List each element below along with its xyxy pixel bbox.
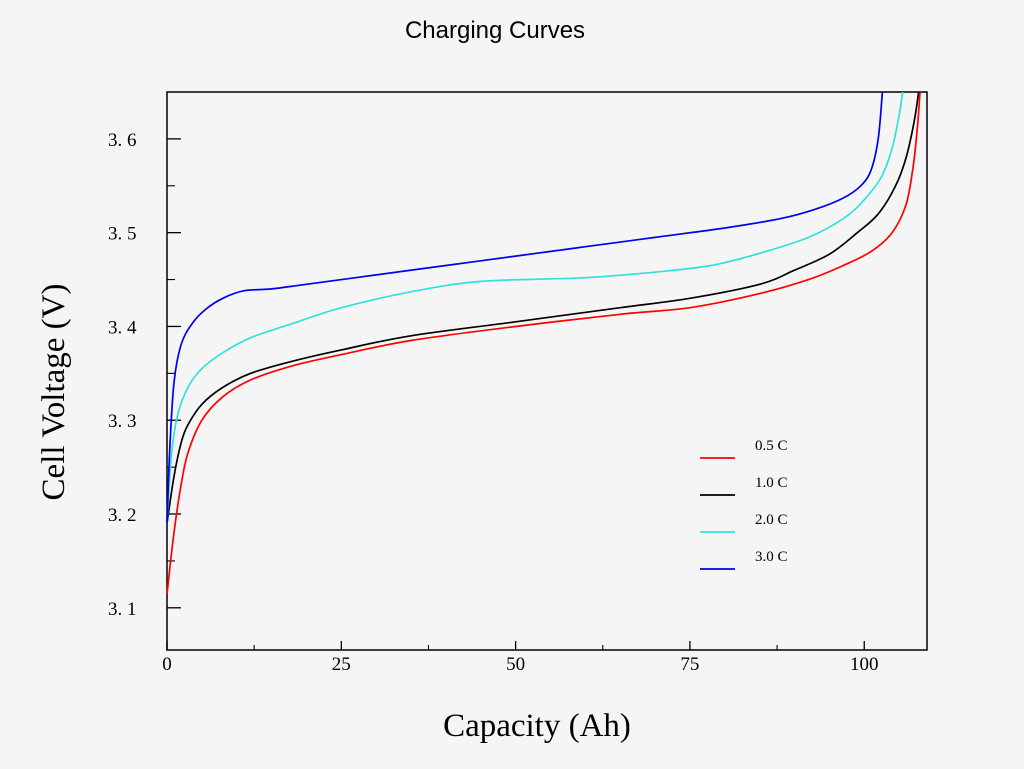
legend-label: 2.0 C xyxy=(755,512,788,528)
y-tick-label: 3. 4 xyxy=(108,317,137,338)
plot-frame xyxy=(166,91,928,651)
series-line-1-0-c xyxy=(166,91,920,524)
series-line-0-5-c xyxy=(166,91,921,594)
y-tick-label: 3. 3 xyxy=(108,411,137,432)
y-axis-label: Cell Voltage (V) xyxy=(36,284,72,501)
x-tick-label: 100 xyxy=(850,654,879,675)
y-tick-label: 3. 2 xyxy=(108,505,137,526)
series-line-2-0-c xyxy=(166,91,904,524)
y-tick-label: 3. 5 xyxy=(108,224,137,245)
legend: 0.5 C 1.0 C 2.0 C 3.0 C xyxy=(700,438,788,570)
x-axis-label: Capacity (Ah) xyxy=(443,708,631,744)
series-lines xyxy=(166,91,921,594)
y-tick-label: 3. 6 xyxy=(108,130,137,151)
legend-label: 3.0 C xyxy=(755,549,788,565)
legend-label: 0.5 C xyxy=(755,438,788,454)
x-tick-label: 0 xyxy=(162,654,172,675)
x-tick-label: 50 xyxy=(506,654,525,675)
x-tick-label: 75 xyxy=(680,654,699,675)
x-tick-label: 25 xyxy=(332,654,351,675)
chart-title: Charging Curves xyxy=(405,17,585,44)
series-line-3-0-c xyxy=(166,91,884,524)
axis-ticks: 0 25 50 75 100 3. 1 3. 2 3. 3 3. 4 3. 5 3. 6 xyxy=(108,130,878,675)
legend-label: 1.0 C xyxy=(755,475,788,491)
y-tick-label: 3. 1 xyxy=(108,599,137,620)
